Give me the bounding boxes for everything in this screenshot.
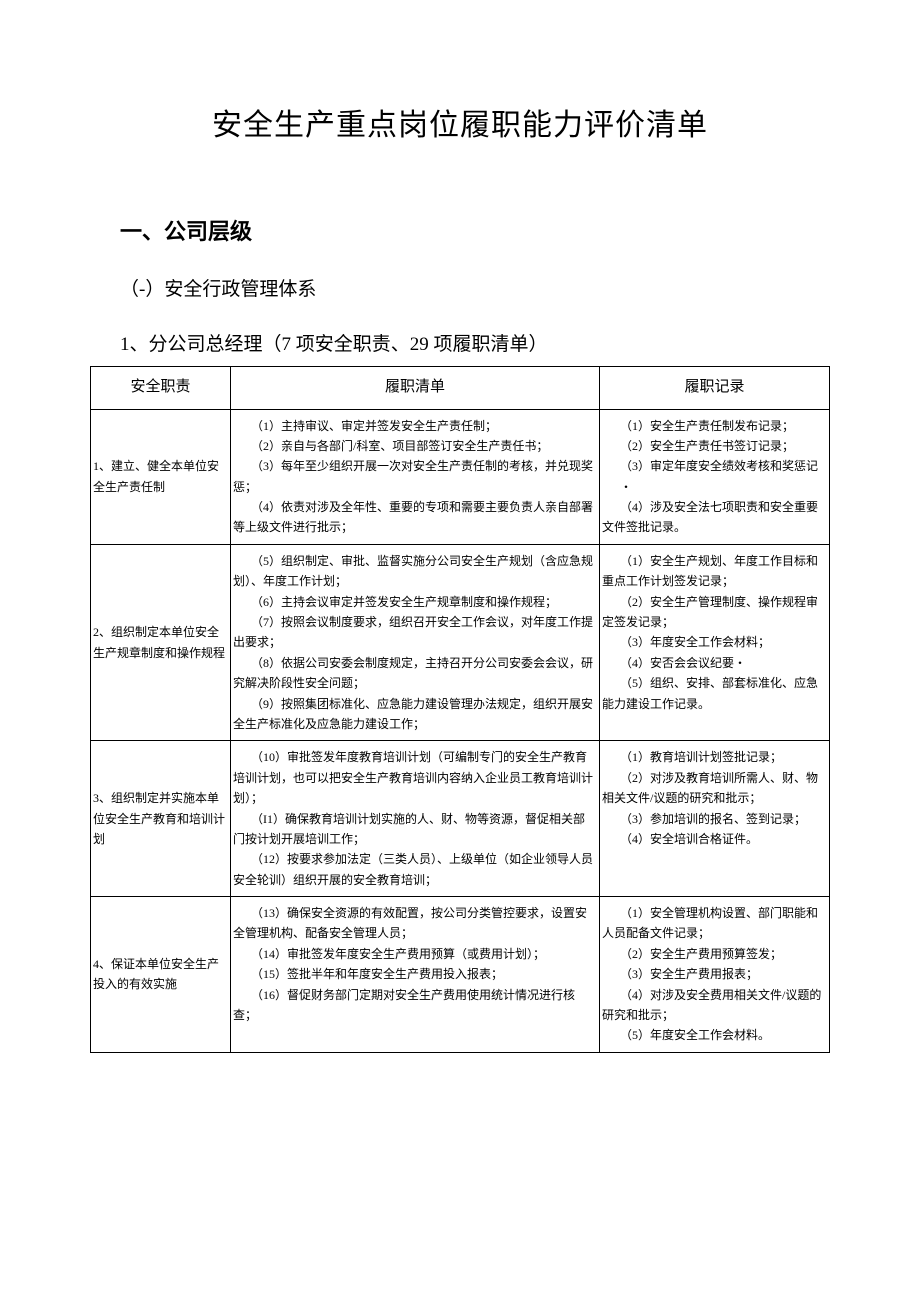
record-item: （5）组织、安排、部套标准化、应急能力建设工作记录。 [602,673,825,714]
cell-record: （1）安全生产责任制发布记录；（2）安全生产责任书签订记录；（3）审定年度安全绩… [600,409,830,544]
record-item: （4）涉及安全法七项职责和安全重要文件签批记录。 [602,497,825,538]
record-item: （4）对涉及安全费用相关文件/议题的研究和批示； [602,985,825,1026]
record-item: （2）安全生产管理制度、操作规程审定签发记录； [602,592,825,633]
document-title: 安全生产重点岗位履职能力评价清单 [90,100,830,144]
list-item: （12）按要求参加法定（三类人员）、上级单位（如企业领导人员安全轮训）组织开展的… [233,849,595,890]
list-item: （5）组织制定、审批、监督实施分公司安全生产规划（含应急规划）、年度工作计划； [233,551,595,592]
list-item: （3）每年至少组织开展一次对安全生产责任制的考核，并兑现奖惩； [233,456,595,497]
list-item: （15）签批半年和年度安全生产费用投入报表； [233,964,595,984]
list-item: （16）督促财务部门定期对安全生产费用使用统计情况进行核查； [233,985,595,1026]
record-item: ・ [602,477,825,497]
table-row: 4、保证本单位安全生产投入的有效实施（13）确保安全资源的有效配置，按公司分类管… [91,897,830,1053]
list-item: （2）亲自与各部门/科室、项目部签订安全生产责任书； [233,436,595,456]
record-item: （3）安全生产费用报表； [602,964,825,984]
document-page: 安全生产重点岗位履职能力评价清单 一、公司层级 （-）安全行政管理体系 1、分公… [0,0,920,1113]
record-item: （2）安全生产责任书签订记录； [602,436,825,456]
table-body: 1、建立、健全本单位安全生产责任制（1）主持审议、审定并签发安全生产责任制；（2… [91,409,830,1052]
list-item: （1）主持审议、审定并签发安全生产责任制； [233,416,595,436]
cell-duty: 4、保证本单位安全生产投入的有效实施 [91,897,231,1053]
record-item: （5）年度安全工作会材料。 [602,1025,825,1045]
record-item: （3）年度安全工作会材料； [602,632,825,652]
table-row: 3、组织制定并实施本单位安全生产教育和培训计划（10）审批签发年度教育培训计划（… [91,741,830,897]
cell-record: （1）安全生产规划、年度工作目标和重点工作计划签发记录；（2）安全生产管理制度、… [600,544,830,741]
cell-list: （10）审批签发年度教育培训计划（可编制专门的安全生产教育培训计划，也可以把安全… [231,741,600,897]
table-row: 1、建立、健全本单位安全生产责任制（1）主持审议、审定并签发安全生产责任制；（2… [91,409,830,544]
list-item: （I1）确保教育培训计划实施的人、财、物等资源，督促相关部门按计划开展培训工作； [233,809,595,850]
header-record: 履职记录 [600,367,830,410]
cell-record: （1）教育培训计划签批记录；（2）对涉及教育培训所需人、财、物相关文件/议题的研… [600,741,830,897]
list-item: （9）按照集团标准化、应急能力建设管理办法规定，组织开展安全生产标准化及应急能力… [233,694,595,735]
cell-duty: 1、建立、健全本单位安全生产责任制 [91,409,231,544]
cell-duty: 2、组织制定本单位安全生产规章制度和操作规程 [91,544,231,741]
record-item: （1）安全生产规划、年度工作目标和重点工作计划签发记录； [602,551,825,592]
section-heading-1-1: （-）安全行政管理体系 [120,274,830,301]
list-item: （13）确保安全资源的有效配置，按公司分类管控要求，设置安全管理机构、配备安全管… [233,903,595,944]
list-item: （14）审批签发年度安全生产费用预算（或费用计划）； [233,944,595,964]
cell-list: （1）主持审议、审定并签发安全生产责任制；（2）亲自与各部门/科室、项目部签订安… [231,409,600,544]
table-row: 2、组织制定本单位安全生产规章制度和操作规程（5）组织制定、审批、监督实施分公司… [91,544,830,741]
record-item: （1）安全管理机构设置、部门职能和人员配备文件记录； [602,903,825,944]
record-item: （2）安全生产费用预算签发； [602,944,825,964]
cell-list: （5）组织制定、审批、监督实施分公司安全生产规划（含应急规划）、年度工作计划；（… [231,544,600,741]
list-item: （6）主持会议审定并签发安全生产规章制度和操作规程； [233,592,595,612]
evaluation-table: 安全职责 履职清单 履职记录 1、建立、健全本单位安全生产责任制（1）主持审议、… [90,366,830,1053]
record-item: （3）参加培训的报名、签到记录； [602,809,825,829]
list-item: （4）依责对涉及全年性、重要的专项和需要主要负责人亲自部署等上级文件进行批示； [233,497,595,538]
record-item: （4）安全培训合格证件。 [602,829,825,849]
record-item: （3）审定年度安全绩效考核和奖惩记 [602,456,825,476]
section-heading-1-1-1: 1、分公司总经理（7 项安全职责、29 项履职清单） [120,329,830,356]
list-item: （10）审批签发年度教育培训计划（可编制专门的安全生产教育培训计划，也可以把安全… [233,747,595,808]
record-item: （1）教育培训计划签批记录； [602,747,825,767]
table-header-row: 安全职责 履职清单 履职记录 [91,367,830,410]
list-item: （7）按照会议制度要求，组织召开安全工作会议，对年度工作提出要求； [233,612,595,653]
section-heading-1: 一、公司层级 [120,214,830,246]
header-list: 履职清单 [231,367,600,410]
cell-record: （1）安全管理机构设置、部门职能和人员配备文件记录；（2）安全生产费用预算签发；… [600,897,830,1053]
list-item: （8）依据公司安委会制度规定，主持召开分公司安委会会议，研究解决阶段性安全问题； [233,653,595,694]
cell-list: （13）确保安全资源的有效配置，按公司分类管控要求，设置安全管理机构、配备安全管… [231,897,600,1053]
record-item: （2）对涉及教育培训所需人、财、物相关文件/议题的研究和批示； [602,768,825,809]
record-item: （4）安否会会议纪要・ [602,653,825,673]
header-duty: 安全职责 [91,367,231,410]
record-item: （1）安全生产责任制发布记录； [602,416,825,436]
cell-duty: 3、组织制定并实施本单位安全生产教育和培训计划 [91,741,231,897]
